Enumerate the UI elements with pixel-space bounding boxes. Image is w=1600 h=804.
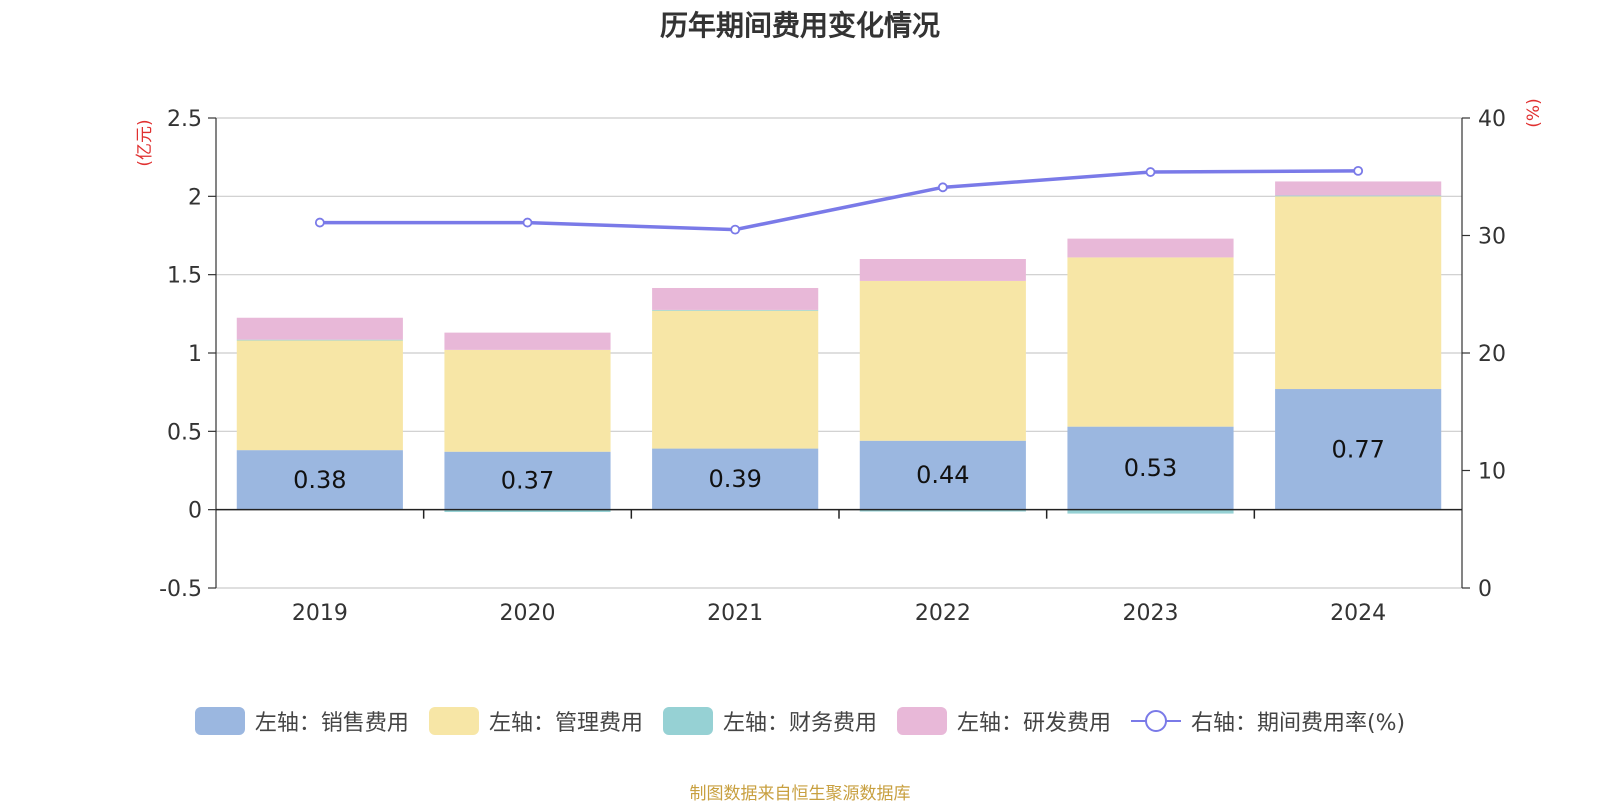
bar-segment-1-2021 [652, 310, 819, 449]
x-axis-tick-label: 2022 [915, 601, 971, 626]
left-axis-tick-label: -0.5 [159, 577, 202, 602]
bar-segment-1-2023 [1067, 257, 1234, 427]
right-axis-tick-label: 10 [1478, 460, 1506, 485]
right-axis-tick-label: 40 [1478, 107, 1506, 132]
bar-segment-0-2022 [859, 440, 1026, 510]
x-axis-tick-label: 2024 [1330, 601, 1386, 626]
bar-segment-0-2023 [1067, 426, 1234, 510]
left-axis-tick-label: 1 [188, 342, 202, 367]
left-axis-tick-label: 2 [188, 185, 202, 210]
bar-segment-2-2024 [1275, 195, 1442, 197]
left-axis-tick-label: 1.5 [167, 264, 202, 289]
legend-item-admin[interactable]: 左轴：管理费用 [428, 705, 643, 737]
legend-swatch-admin [428, 707, 479, 735]
bar-segment-2-2023 [1067, 509, 1234, 514]
bar-data-label: 0.37 [501, 467, 554, 495]
right-axis-unit: (%) [1524, 98, 1544, 127]
bar-data-label: 0.44 [916, 461, 969, 489]
rate-point [937, 182, 948, 193]
bar-segment-1-2019 [236, 340, 403, 451]
right-axis-tick-label: 0 [1478, 577, 1492, 602]
bar-segment-0-2021 [652, 448, 819, 510]
legend-label-rate: 右轴：期间费用率(%) [1190, 711, 1406, 736]
bar-segment-1-2022 [859, 280, 1026, 441]
source-note: 制图数据来自恒生聚源数据库 [689, 784, 911, 804]
bar-segment-2-2019 [236, 339, 403, 341]
left-axis-tick-label: 0.5 [167, 420, 202, 445]
x-axis-tick-label: 2019 [292, 601, 348, 626]
left-axis-unit: (亿元) [135, 119, 155, 166]
bar-segment-0-2020 [444, 451, 611, 510]
bar-segment-3-2022 [859, 259, 1026, 281]
rate-point [1353, 165, 1364, 176]
chart-title: 历年期间费用变化情况 [659, 9, 940, 42]
axis-layer: -0.5 0 0.5 1 1.5 2 2.5 0 10 20 30 40 (亿元) (%) 2019 2020… [135, 98, 1544, 626]
legend-item-rnd[interactable]: 左轴：研发费用 [896, 705, 1111, 737]
legend-swatch-sales [194, 707, 245, 735]
right-axis-tick-label: 30 [1478, 225, 1506, 250]
legend-label-sales: 左轴：销售费用 [254, 711, 409, 736]
bar-segment-3-2019 [236, 317, 403, 340]
legend-label-rnd: 左轴：研发费用 [956, 711, 1111, 736]
label-layer: 0.38 0.37 0.39 0.44 0.53 0.77 [293, 435, 1385, 494]
left-axis-tick-label: 0 [188, 499, 202, 524]
bar-data-label: 0.53 [1124, 454, 1177, 482]
bar-segment-2-2021 [652, 309, 819, 311]
legend: 左轴：销售费用 左轴：管理费用 左轴：财务费用 左轴：研发费用 右轴：期间费用率… [0, 705, 1600, 737]
rate-line [319, 169, 1359, 232]
left-axis-tick-label: 2.5 [167, 107, 202, 132]
x-axis-tick-label: 2023 [1123, 601, 1179, 626]
bar-segment-3-2020 [444, 332, 611, 350]
bar-segment-2-2020 [444, 509, 611, 513]
rate-point [730, 224, 741, 235]
legend-item-rate[interactable]: 右轴：期间费用率(%) [1130, 705, 1406, 737]
legend-item-sales[interactable]: 左轴：销售费用 [194, 705, 409, 737]
legend-item-finance[interactable]: 左轴：财务费用 [662, 705, 877, 737]
bar-segment-3-2021 [652, 287, 819, 310]
bar-segment-0-2019 [236, 450, 403, 510]
rate-point [1145, 167, 1156, 177]
bar-data-label: 0.77 [1331, 435, 1384, 463]
bar-data-label: 0.39 [708, 465, 761, 493]
bar-segment-3-2024 [1275, 181, 1442, 196]
x-axis-tick-label: 2020 [500, 601, 556, 626]
legend-swatch-finance [662, 707, 713, 735]
rate-point [522, 217, 533, 228]
bar-layer [236, 181, 1442, 514]
legend-line-circle-icon [1130, 710, 1181, 732]
bar-segment-2-2022 [859, 509, 1026, 512]
legend-label-admin: 左轴：管理费用 [488, 711, 643, 736]
legend-label-finance: 左轴：财务费用 [722, 711, 877, 736]
bar-segment-1-2020 [444, 349, 611, 452]
rate-point [314, 217, 325, 228]
bar-segment-0-2024 [1275, 389, 1442, 510]
bar-data-label: 0.38 [293, 466, 346, 494]
x-axis-tick-label: 2021 [707, 601, 763, 626]
legend-swatch-rnd [896, 707, 947, 735]
bar-segment-3-2023 [1067, 238, 1234, 258]
bar-segment-1-2024 [1275, 196, 1442, 390]
line-layer [314, 165, 1364, 235]
right-axis-tick-label: 20 [1478, 342, 1506, 367]
